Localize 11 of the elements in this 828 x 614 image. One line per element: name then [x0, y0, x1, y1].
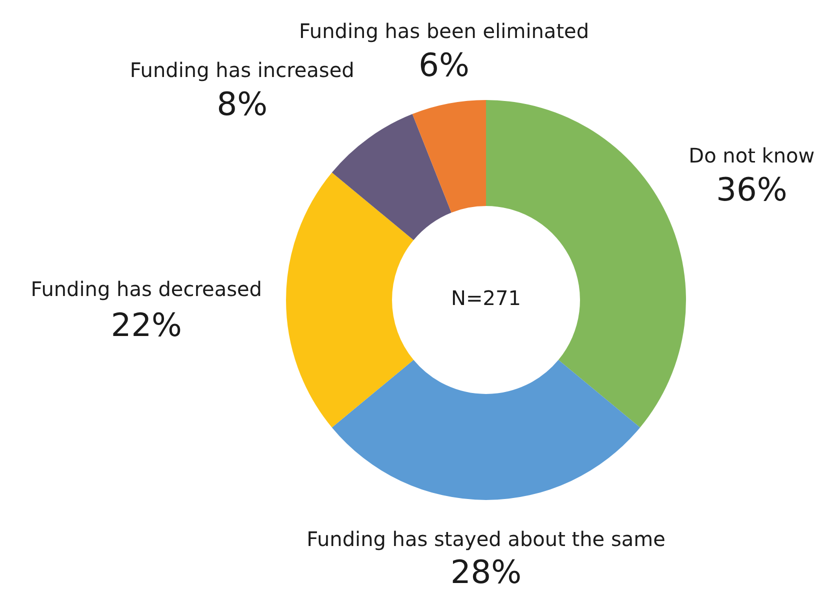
data-label: 22% [110, 306, 182, 344]
data-label: 36% [716, 170, 788, 209]
slice-label: Funding has decreased [30, 277, 262, 301]
slice-label: Funding has stayed about the same [306, 527, 666, 551]
slice-label: Do not know [688, 144, 815, 168]
data-label: 28% [450, 553, 522, 591]
slice-label: Funding has increased [130, 58, 354, 82]
data-label: 8% [216, 84, 268, 123]
data-label: 6% [418, 46, 470, 84]
slice-label: Funding has been eliminated [299, 18, 590, 43]
text: N=271 [451, 286, 521, 310]
